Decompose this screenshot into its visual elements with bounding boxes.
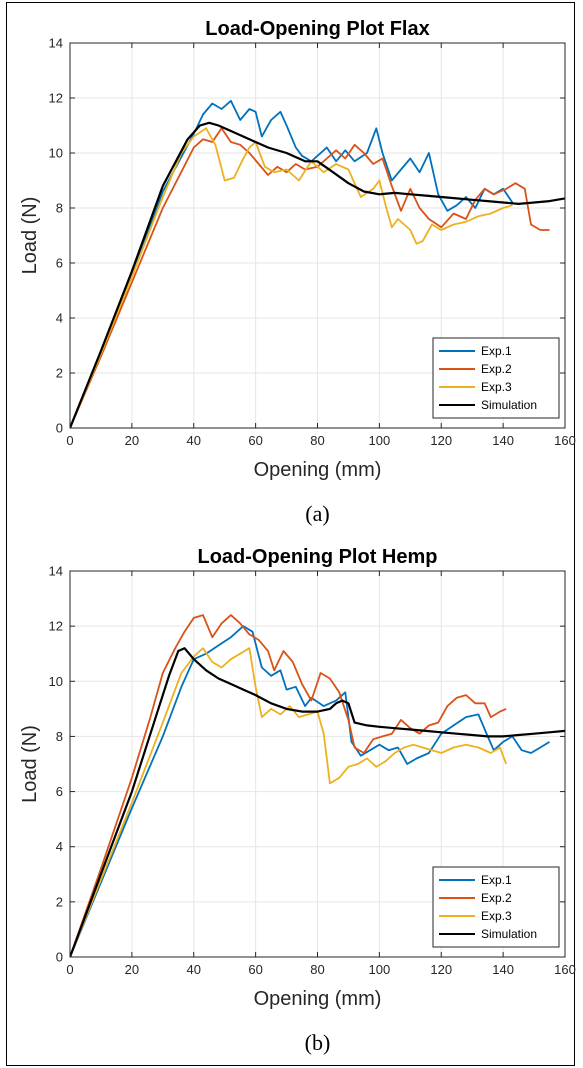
y-tick-label: 12	[49, 619, 63, 634]
x-tick-label: 120	[430, 433, 452, 448]
y-tick-label: 14	[49, 36, 63, 51]
x-tick-label: 60	[248, 962, 262, 977]
legend: Exp.1 Exp.2 Exp.3 Simulation	[432, 337, 560, 419]
figure-caption: (b)	[305, 1030, 331, 1055]
y-tick-label: 2	[56, 366, 63, 381]
legend: Exp.1 Exp.2 Exp.3 Simulation	[432, 866, 560, 948]
x-tick-label: 100	[369, 433, 391, 448]
x-tick-label: 20	[125, 962, 139, 977]
series-line-exp-1	[70, 99, 514, 428]
x-axis-label: Opening (mm)	[254, 988, 382, 1010]
series-group	[70, 614, 565, 957]
legend-label: Exp.2	[481, 891, 512, 905]
y-tick-label: 4	[56, 839, 63, 854]
y-tick-label: 10	[49, 146, 63, 161]
series-line-exp-3	[70, 647, 508, 957]
x-tick-label: 160	[554, 962, 576, 977]
series-line-exp-2	[70, 127, 550, 428]
series-line-simulation	[70, 121, 565, 428]
x-tick-label: 60	[248, 433, 262, 448]
legend-label: Exp.2	[481, 362, 512, 376]
x-tick-label: 120	[430, 962, 452, 977]
y-tick-label: 0	[56, 950, 63, 965]
chart-0: 0 20 40 60 80 100 120 140 160 0 2 4 6 8 10 12 14 Load-Ope…	[19, 18, 576, 526]
chart-1: 0 20 40 60 80 100 120 140 160 0 2 4 6 8 10 12 14 Load-Ope…	[19, 546, 576, 1055]
x-tick-label: 40	[187, 433, 201, 448]
series-line-exp-2	[70, 614, 507, 957]
y-axis-label: Load (N)	[19, 197, 41, 275]
y-tick-label: 4	[56, 311, 63, 326]
x-tick-label: 160	[554, 433, 576, 448]
legend-label: Exp.3	[481, 909, 512, 923]
y-tick-label: 0	[56, 421, 63, 436]
y-tick-label: 2	[56, 894, 63, 909]
x-tick-label: 0	[66, 433, 73, 448]
x-tick-label: 20	[125, 433, 139, 448]
y-tick-label: 6	[56, 256, 63, 271]
x-tick-label: 40	[187, 962, 201, 977]
series-group	[70, 99, 565, 428]
chart-title: Load-Opening Plot Flax	[205, 18, 429, 40]
y-axis-label: Load (N)	[19, 725, 41, 803]
legend-label: Exp.1	[481, 344, 512, 358]
x-tick-label: 80	[310, 962, 324, 977]
x-axis-label: Opening (mm)	[254, 459, 382, 481]
series-line-simulation	[70, 647, 565, 957]
x-tick-label: 100	[369, 962, 391, 977]
x-tick-label: 80	[310, 433, 324, 448]
legend-label: Simulation	[481, 398, 537, 412]
x-tick-label: 140	[492, 962, 514, 977]
legend-label: Simulation	[481, 927, 537, 941]
legend-label: Exp.3	[481, 380, 512, 394]
x-tick-label: 140	[492, 433, 514, 448]
y-tick-label: 14	[49, 564, 63, 579]
chart-title: Load-Opening Plot Hemp	[198, 546, 438, 568]
y-tick-label: 8	[56, 201, 63, 216]
y-tick-label: 6	[56, 784, 63, 799]
x-tick-label: 0	[66, 962, 73, 977]
y-tick-label: 12	[49, 91, 63, 106]
figure-caption: (a)	[305, 501, 329, 526]
y-tick-label: 10	[49, 674, 63, 689]
figure-frame	[6, 2, 575, 1066]
series-line-exp-3	[70, 127, 513, 428]
y-tick-label: 8	[56, 729, 63, 744]
legend-label: Exp.1	[481, 873, 512, 887]
